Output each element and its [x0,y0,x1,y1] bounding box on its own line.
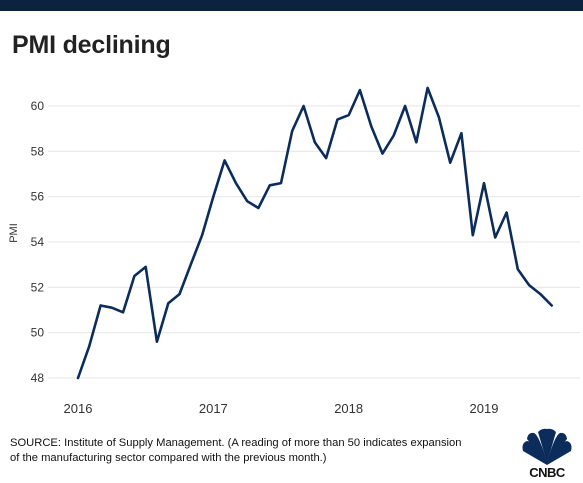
top-accent-bar [0,0,583,11]
y-tick-label: 54 [31,235,45,249]
series-line [76,86,553,380]
x-tick-label: 2016 [64,401,93,416]
source-note: SOURCE: Institute of Supply Management. … [10,436,500,466]
y-tick-label: 58 [31,144,45,158]
x-tick-labels: 2016 2017 2018 2019 [64,401,499,416]
y-axis-label: PMI [8,223,20,243]
y-tick-labels: 48 50 52 54 56 58 60 [31,99,45,385]
grid-lines [48,105,580,379]
pmi-line-chart: 48 50 52 54 56 58 60 2016 2017 2018 2019 PMI [8,86,580,416]
chart-title: PMI declining [12,31,171,59]
y-tick-label: 50 [31,326,45,340]
source-line-1: SOURCE: Institute of Supply Management. … [10,437,462,449]
series-layer [76,86,553,380]
y-tick-label: 52 [31,280,45,294]
x-tick-label: 2017 [199,401,228,416]
source-line-2: of the manufacturing sector compared wit… [10,452,327,464]
logo-wordmark: CNBC [529,465,565,480]
x-tick-label: 2018 [334,401,363,416]
y-tick-label: 60 [31,99,45,113]
y-tick-label: 48 [31,371,45,385]
cnbc-logo: CNBC [517,427,577,480]
y-tick-label: 56 [31,190,45,204]
x-tick-label: 2019 [470,401,499,416]
peacock-icon [522,428,572,465]
